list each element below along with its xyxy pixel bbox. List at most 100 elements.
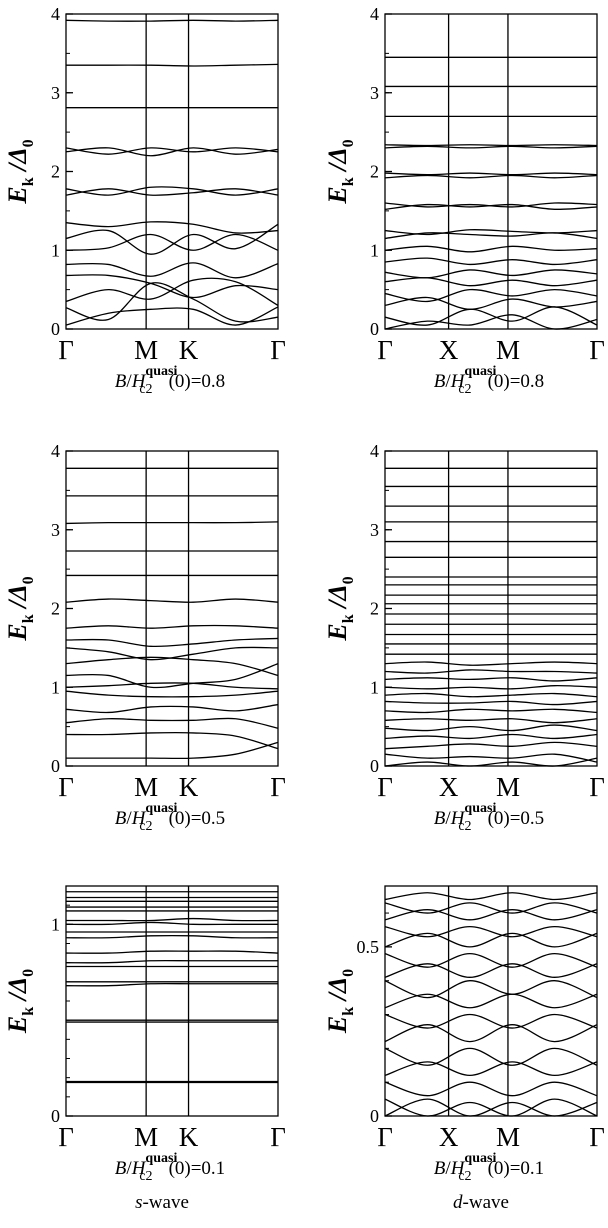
energy-band-1 xyxy=(384,314,598,330)
y-tick-label: 4 xyxy=(370,441,379,461)
k-point-label: M xyxy=(134,772,158,802)
energy-band-7 xyxy=(384,1013,598,1029)
energy-band-11 xyxy=(65,147,279,157)
energy-band-16 xyxy=(384,144,598,147)
energy-band-5 xyxy=(384,277,598,287)
energy-band-12 xyxy=(65,147,279,155)
energy-band-4 xyxy=(384,733,598,740)
energy-band-9 xyxy=(65,950,279,954)
y-tick-label: 1 xyxy=(51,914,60,934)
k-point-label: Γ xyxy=(270,335,286,365)
y-tick-label: 0 xyxy=(51,1106,60,1126)
energy-band-13 xyxy=(65,917,279,922)
plot-frame xyxy=(384,13,598,330)
energy-band-3 xyxy=(65,717,279,729)
k-point-label: Γ xyxy=(589,335,605,365)
k-point-label: X xyxy=(439,1122,459,1152)
y-tick-label: 0 xyxy=(370,1106,379,1126)
y-tick-label: 3 xyxy=(51,83,60,103)
energy-band-5 xyxy=(65,262,279,279)
energy-band-6 xyxy=(65,682,279,690)
panel-s-wave-0.5: 0 1 2 3 4 Γ M K Γ Ek /Δ0 B/Hquasi c2 (0)=0.5 xyxy=(3,441,286,834)
energy-band-5 xyxy=(384,724,598,732)
y-tick-label: 4 xyxy=(370,4,379,24)
energy-band-9 xyxy=(65,188,279,196)
k-point-label: Γ xyxy=(270,772,286,802)
y-tick-label: 1 xyxy=(51,677,60,697)
pairing-label: s-wave xyxy=(135,1192,189,1213)
energy-band-3 xyxy=(65,277,279,306)
y-tick-label: 4 xyxy=(51,4,60,24)
panel-d-wave-0.8: 0 1 2 3 4 Γ X M Γ Ek /Δ0 B/Hquasi c2 (0)=0.8 xyxy=(323,4,605,397)
plot-frame xyxy=(384,885,598,1117)
energy-band-13 xyxy=(384,925,598,938)
y-tick-label: 0 xyxy=(51,319,60,339)
k-point-label: Γ xyxy=(589,1122,605,1152)
energy-band-7 xyxy=(384,708,598,714)
k-point-label: Γ xyxy=(589,772,605,802)
y-tick-label: 4 xyxy=(51,441,60,461)
panel-d-wave-0.1: 0 0.5 Γ X M Γ Ek /Δ0 B/Hquasi c2 (0)=0.1 d-wave xyxy=(323,885,605,1213)
energy-band-9 xyxy=(384,980,598,999)
field-caption: B/Hquasi c2 (0)=0.1 xyxy=(115,1151,225,1184)
energy-band-7 xyxy=(65,663,279,689)
y-tick-label: 3 xyxy=(370,520,379,540)
energy-band-11 xyxy=(384,952,598,968)
energy-band-6 xyxy=(384,269,598,279)
energy-band-10 xyxy=(65,186,279,196)
energy-band-4 xyxy=(65,703,279,714)
y-tick-label: 0 xyxy=(370,756,379,776)
energy-band-12 xyxy=(384,202,598,208)
panel-d-wave-0.5: 0 1 2 3 4 Γ X M Γ Ek /Δ0 B/Hquasi c2 (0)=0.5 xyxy=(323,441,605,834)
y-tick-label: 1 xyxy=(51,240,60,260)
k-point-label: M xyxy=(496,1122,520,1152)
energy-band-8 xyxy=(65,221,279,234)
k-point-label: K xyxy=(179,1122,199,1152)
k-point-label: K xyxy=(179,772,199,802)
k-point-label: X xyxy=(439,335,459,365)
field-caption: B/Hquasi c2 (0)=0.1 xyxy=(434,1151,544,1184)
k-point-label: X xyxy=(439,772,459,802)
y-axis-label: Ek /Δ0 xyxy=(3,139,37,204)
y-tick-label: 0 xyxy=(370,319,379,339)
y-tick-label: 1 xyxy=(370,677,379,697)
energy-band-3 xyxy=(384,741,598,750)
energy-band-8 xyxy=(384,993,598,1009)
energy-band-12 xyxy=(65,921,278,926)
energy-band-7 xyxy=(65,223,279,255)
energy-band-12 xyxy=(384,932,598,948)
energy-band-8 xyxy=(65,656,279,677)
energy-band-14 xyxy=(66,63,279,67)
y-axis-label: Ek /Δ0 xyxy=(323,576,357,641)
y-tick-label: 0.5 xyxy=(357,937,380,957)
energy-band-2 xyxy=(65,731,279,750)
plot-frame xyxy=(65,13,279,330)
y-axis-label: Ek /Δ0 xyxy=(323,969,357,1034)
y-tick-label: 3 xyxy=(51,520,60,540)
energy-band-4 xyxy=(384,288,598,303)
y-tick-label: 2 xyxy=(370,162,379,182)
pairing-label: d-wave xyxy=(453,1192,509,1213)
energy-band-4 xyxy=(384,1061,598,1077)
y-tick-label: 2 xyxy=(370,599,379,619)
energy-band-12 xyxy=(65,598,279,603)
field-caption: B/Hquasi c2 (0)=0.5 xyxy=(434,801,544,834)
energy-band-2 xyxy=(384,753,598,763)
energy-band-15 xyxy=(65,521,279,525)
energy-band-8 xyxy=(384,700,598,706)
k-point-label: Γ xyxy=(270,1122,286,1152)
energy-band-10 xyxy=(384,963,598,978)
energy-band-10 xyxy=(384,229,598,236)
energy-band-1 xyxy=(384,757,598,767)
energy-band-5 xyxy=(65,982,278,987)
energy-band-7 xyxy=(384,257,598,266)
energy-band-13 xyxy=(384,174,598,179)
energy-band-1 xyxy=(66,741,279,760)
energy-band-15 xyxy=(384,145,598,149)
energy-band-14 xyxy=(384,172,598,176)
k-point-label: Γ xyxy=(377,335,393,365)
y-tick-label: 1 xyxy=(370,240,379,260)
energy-band-6 xyxy=(65,233,279,251)
y-tick-label: 0 xyxy=(51,756,60,776)
